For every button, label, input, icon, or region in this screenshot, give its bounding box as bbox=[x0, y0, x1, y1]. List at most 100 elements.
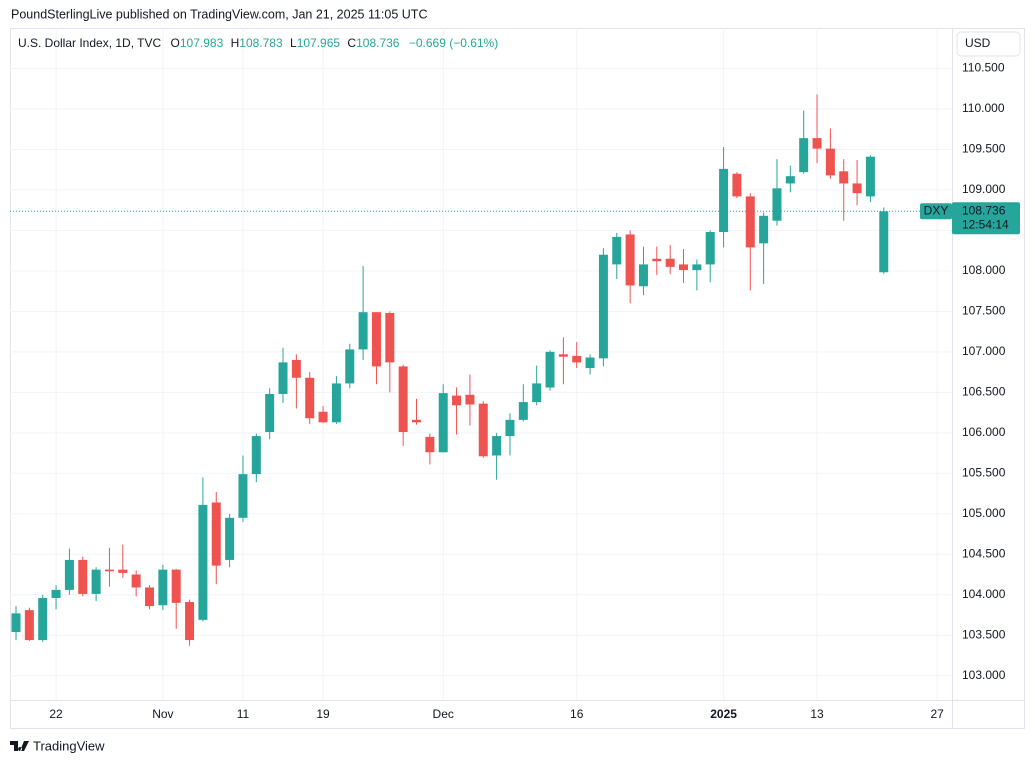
candle-body bbox=[24, 610, 34, 641]
y-tick-label: 106.500 bbox=[962, 385, 1006, 399]
candle-body bbox=[452, 395, 462, 406]
legend-c-value: 108.736 bbox=[356, 36, 400, 50]
legend-h: H bbox=[231, 36, 240, 50]
candle-body bbox=[291, 359, 301, 378]
y-tick-label: 107.500 bbox=[962, 304, 1006, 318]
x-tick-label: 2025 bbox=[710, 707, 737, 721]
candle-body bbox=[104, 569, 114, 572]
candle-body bbox=[11, 613, 21, 632]
price-tag bbox=[952, 202, 1020, 235]
candle-body bbox=[318, 411, 328, 423]
legend-symbol: U.S. Dollar Index, 1D, TVC bbox=[18, 36, 161, 50]
candle-body bbox=[825, 148, 835, 176]
logo-text: TradingView bbox=[33, 738, 105, 753]
candle-body bbox=[425, 436, 435, 453]
candle-body bbox=[478, 403, 488, 457]
candle-body bbox=[772, 188, 782, 221]
y-tick-label: 110.500 bbox=[962, 61, 1005, 75]
x-tick-label: Dec bbox=[433, 707, 454, 721]
candle-body bbox=[278, 362, 288, 394]
candle-body bbox=[719, 168, 729, 233]
legend-l: L bbox=[290, 36, 297, 50]
currency-label: USD bbox=[965, 36, 991, 50]
legend-l-value: 107.965 bbox=[297, 36, 341, 50]
candle-body bbox=[492, 436, 502, 456]
candle-body bbox=[371, 312, 381, 367]
legend-o: O bbox=[171, 36, 180, 50]
candle-body bbox=[145, 587, 155, 607]
candle-body bbox=[238, 474, 248, 518]
y-tick-label: 103.500 bbox=[962, 627, 1006, 641]
candle-body bbox=[732, 173, 742, 197]
candle-body bbox=[225, 517, 235, 560]
y-tick-label: 105.500 bbox=[962, 465, 1006, 479]
candle-body bbox=[51, 589, 61, 598]
candle-body bbox=[652, 258, 662, 262]
candle-body bbox=[545, 351, 555, 388]
candle-body bbox=[745, 196, 755, 248]
candle-body bbox=[158, 569, 168, 606]
price-tag-countdown: 12:54:14 bbox=[962, 217, 1009, 231]
y-tick-label: 103.000 bbox=[962, 668, 1006, 682]
y-tick-label: 107.000 bbox=[962, 344, 1006, 358]
candle-body bbox=[558, 354, 568, 357]
x-tick-label: 16 bbox=[570, 707, 584, 721]
grid bbox=[10, 28, 952, 700]
candle-body bbox=[679, 264, 689, 271]
header: PoundSterlingLive published on TradingVi… bbox=[11, 7, 427, 21]
candle-body bbox=[759, 215, 769, 244]
legend-change: −0.669 (−0.61%) bbox=[409, 36, 498, 50]
candle-body bbox=[879, 211, 889, 273]
candle-body bbox=[198, 504, 208, 620]
logo-icon bbox=[10, 741, 29, 751]
candle-body bbox=[625, 234, 635, 286]
y-tick-label: 109.500 bbox=[962, 142, 1006, 156]
y-tick-label: 104.000 bbox=[962, 587, 1006, 601]
legend-h-value: 108.783 bbox=[239, 36, 283, 50]
candle-body bbox=[331, 383, 341, 423]
ticker-label: DXY bbox=[924, 203, 949, 217]
candle-body bbox=[638, 264, 648, 287]
legend-c: C bbox=[347, 36, 356, 50]
candle-body bbox=[305, 377, 315, 419]
candle-body bbox=[398, 366, 408, 433]
legend: U.S. Dollar Index, 1D, TVC O107.983 H108… bbox=[18, 36, 498, 50]
candle-body bbox=[358, 312, 368, 350]
candle-body bbox=[211, 502, 221, 566]
candle-body bbox=[345, 349, 355, 384]
candle-body bbox=[612, 236, 622, 265]
candle-body bbox=[812, 138, 822, 149]
candle-body bbox=[185, 602, 195, 641]
candle-body bbox=[385, 312, 395, 363]
candle-body bbox=[78, 559, 88, 594]
x-tick-label: 27 bbox=[931, 707, 945, 721]
candle-body bbox=[91, 569, 101, 594]
candle-body bbox=[518, 402, 528, 420]
y-tick-label: 110.000 bbox=[962, 101, 1005, 115]
candle-body bbox=[505, 419, 515, 437]
x-tick-label: Nov bbox=[152, 707, 173, 721]
candle-body bbox=[799, 138, 809, 173]
legend-o-value: 107.983 bbox=[180, 36, 224, 50]
candle-body bbox=[265, 393, 275, 433]
candle-body bbox=[532, 383, 542, 403]
candle-body bbox=[64, 559, 74, 590]
y-tick-label: 104.500 bbox=[962, 546, 1006, 560]
ticker-tag bbox=[920, 203, 952, 220]
price-tag-value: 108.736 bbox=[962, 203, 1006, 217]
candle-body bbox=[465, 394, 475, 405]
currency-button[interactable] bbox=[956, 31, 1021, 57]
x-tick-label: 13 bbox=[810, 707, 824, 721]
x-tick-label: 22 bbox=[49, 707, 63, 721]
candle-body bbox=[598, 254, 608, 359]
candles bbox=[11, 94, 889, 646]
candle-body bbox=[692, 264, 702, 271]
candle-body bbox=[118, 569, 128, 573]
x-tick-label: 19 bbox=[316, 707, 330, 721]
candle-body bbox=[839, 171, 849, 184]
tradingview-logo: TradingView bbox=[10, 738, 105, 753]
candle-body bbox=[438, 393, 448, 453]
y-tick-label: 106.000 bbox=[962, 425, 1006, 439]
candle-body bbox=[705, 232, 715, 265]
